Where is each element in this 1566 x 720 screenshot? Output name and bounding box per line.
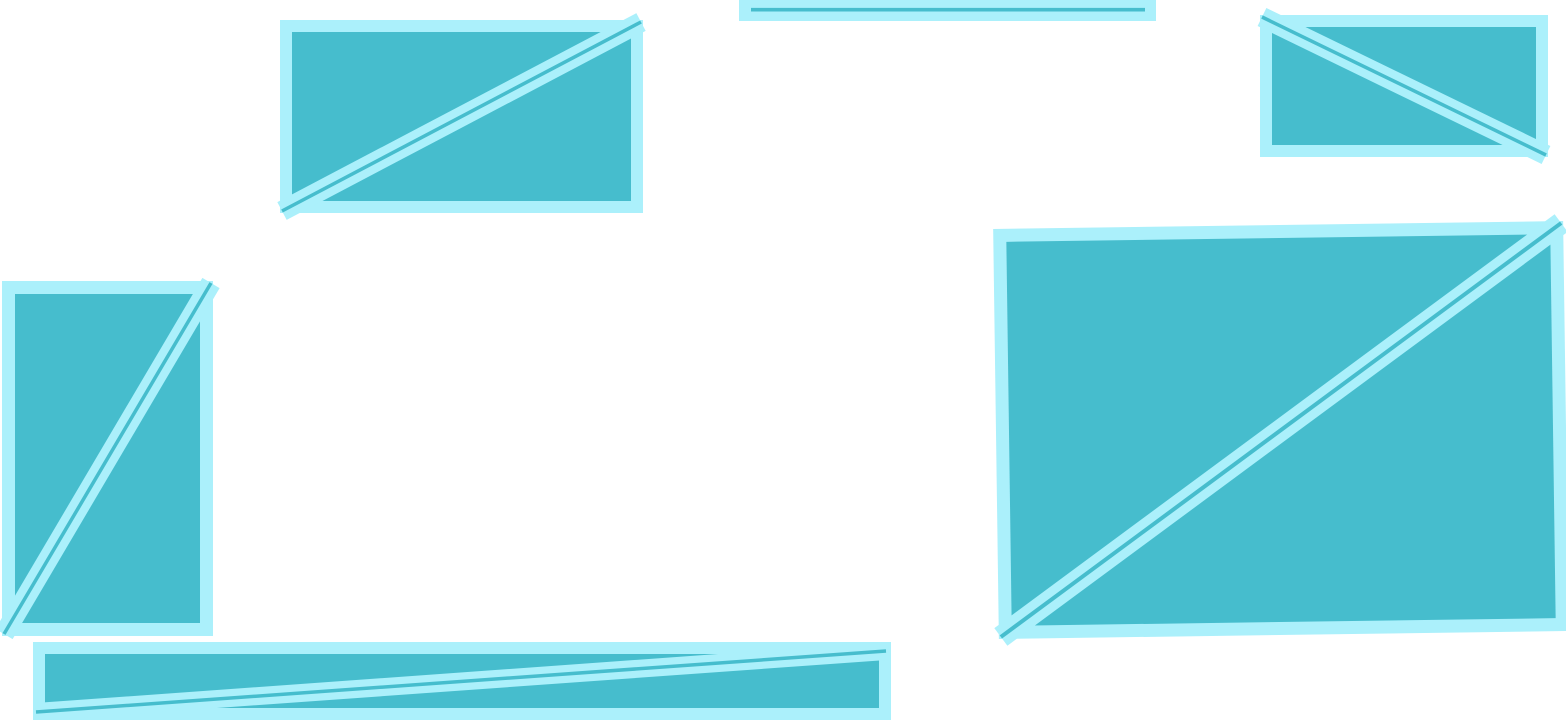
right-large-placeholder	[993, 214, 1566, 646]
left-tall-placeholder	[0, 277, 220, 640]
left-tall-placeholder-diagonal-line	[2, 282, 213, 635]
top-edge-strip	[739, 0, 1156, 21]
top-right-placeholder	[1257, 8, 1551, 164]
bottom-wide-placeholder	[33, 642, 891, 720]
top-center-placeholder-diagonal-line	[281, 20, 642, 213]
top-center-placeholder	[277, 13, 646, 220]
top-right-placeholder-diagonal-line	[1261, 15, 1547, 157]
bottom-wide-placeholder-diagonal-line	[35, 649, 887, 714]
right-large-placeholder-diagonal-line	[999, 221, 1563, 639]
